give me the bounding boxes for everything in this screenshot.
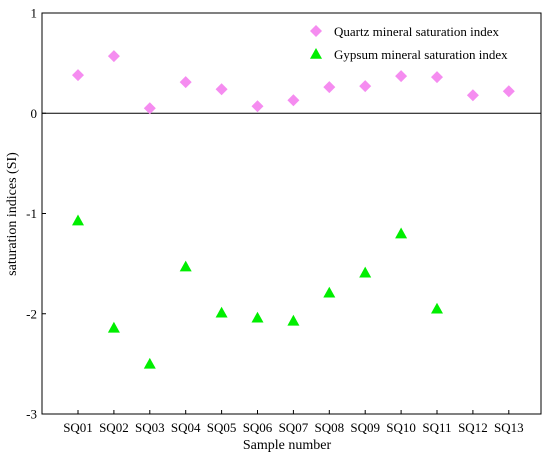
x-axis-title: Sample number [243,438,332,453]
y-tick-label: 0 [31,106,38,121]
quartz-point [323,81,336,94]
quartz-point [143,102,156,115]
x-tick-label: SQ01 [63,420,93,435]
marks-layer [72,50,515,369]
quartz-point [251,100,264,113]
gypsum-point [72,214,84,226]
y-tick-label: 1 [31,6,38,21]
legend: Quartz mineral saturation index Gypsum m… [310,24,508,62]
quartz-point [395,70,408,83]
x-tick-label: SQ06 [243,420,273,435]
legend-triangle-shape [310,48,322,59]
x-tick-label: SQ13 [494,420,524,435]
gypsum-point [215,306,228,318]
x-tick-label: SQ08 [314,420,344,435]
gypsum-point [287,314,300,326]
gypsum-point [359,266,372,278]
quartz-point [502,85,515,98]
quartz-point [466,89,479,102]
gypsum-point [179,260,192,272]
x-tick-label: SQ02 [99,420,129,435]
x-tick-label: SQ03 [135,420,165,435]
plot-frame [41,12,542,415]
quartz-point [107,50,120,63]
quartz-point [179,76,192,89]
quartz-point [287,94,300,107]
y-tick-label: -3 [26,407,37,422]
y-axis-title: saturation indices (SI) [5,152,20,276]
x-tick-label: SQ12 [458,420,488,435]
x-tick-label: SQ04 [171,420,201,435]
legend-marker-quartz-diamond [310,25,322,37]
gypsum-point [431,302,443,314]
gypsum-point [395,227,408,239]
x-tick-label: SQ11 [422,420,451,435]
x-tick-label: SQ10 [386,420,416,435]
legend-diamond-shape [310,25,322,37]
quartz-point [431,71,443,84]
gypsum-point [251,311,264,323]
x-tick-label: SQ07 [279,420,309,435]
legend-label-gypsum: Gypsum mineral saturation index [334,47,508,62]
legend-marker-gypsum-triangle [310,48,322,59]
ticks-layer: -3 -2 -1 0 1 SQ01 SQ02 SQ03 SQ04 SQ05 SQ06 SQ07 SQ08… [26,6,523,436]
quartz-point [359,80,372,93]
y-tick-label: -1 [26,206,37,221]
gypsum-point [107,321,120,333]
quartz-point [215,83,228,96]
quartz-point [72,69,84,82]
legend-label-quartz: Quartz mineral saturation index [334,24,499,39]
x-tick-label: SQ05 [207,420,237,435]
gypsum-point [323,286,336,298]
y-tick-label: -2 [26,306,37,321]
gypsum-point [143,357,156,369]
x-tick-label: SQ09 [350,420,380,435]
